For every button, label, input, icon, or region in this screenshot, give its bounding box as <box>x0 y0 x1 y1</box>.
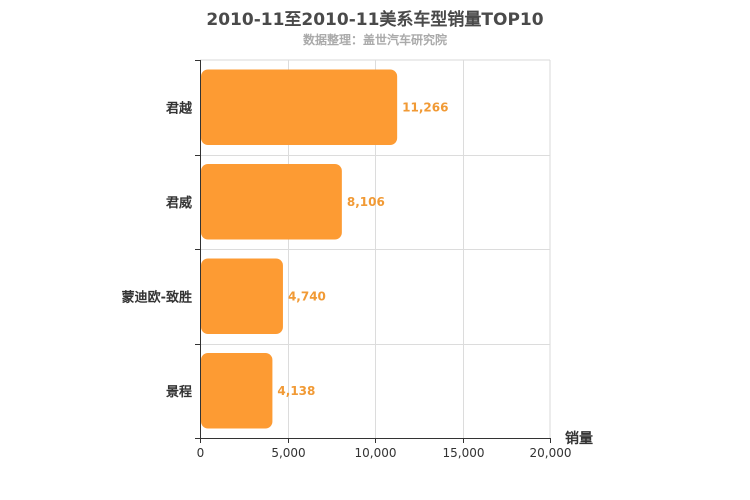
x-axis-title: 销量 <box>565 430 593 447</box>
data-label: 11,266 <box>402 100 448 114</box>
bar <box>201 258 283 335</box>
category-label: 君威 <box>166 195 192 211</box>
category-label: 景程 <box>166 385 192 400</box>
chart-subtitle: 数据整理：盖世汽车研究院 <box>302 33 447 47</box>
axes <box>195 60 551 443</box>
labels: 11,266 君越 8,106 君威 4,740 蒙迪欧-致胜 4,138 景程 0 5,000 1… <box>122 100 593 460</box>
data-label: 4,138 <box>277 384 315 398</box>
category-label: 君越 <box>166 100 193 116</box>
bar <box>201 69 398 146</box>
x-tick-label: 15,000 <box>443 446 485 460</box>
x-tick-label: 10,000 <box>355 446 397 460</box>
data-label: 8,106 <box>347 195 385 209</box>
bars <box>201 69 398 429</box>
x-tick-label: 0 <box>197 446 205 460</box>
data-label: 4,740 <box>288 289 326 303</box>
x-tick-label: 20,000 <box>530 446 572 460</box>
category-label: 蒙迪欧-致胜 <box>122 289 192 305</box>
x-tick-label: 5,000 <box>271 446 305 460</box>
bar <box>201 352 273 429</box>
chart-title: 2010-11至2010-11美系车型销量TOP10 <box>206 10 544 30</box>
bar <box>201 163 342 240</box>
